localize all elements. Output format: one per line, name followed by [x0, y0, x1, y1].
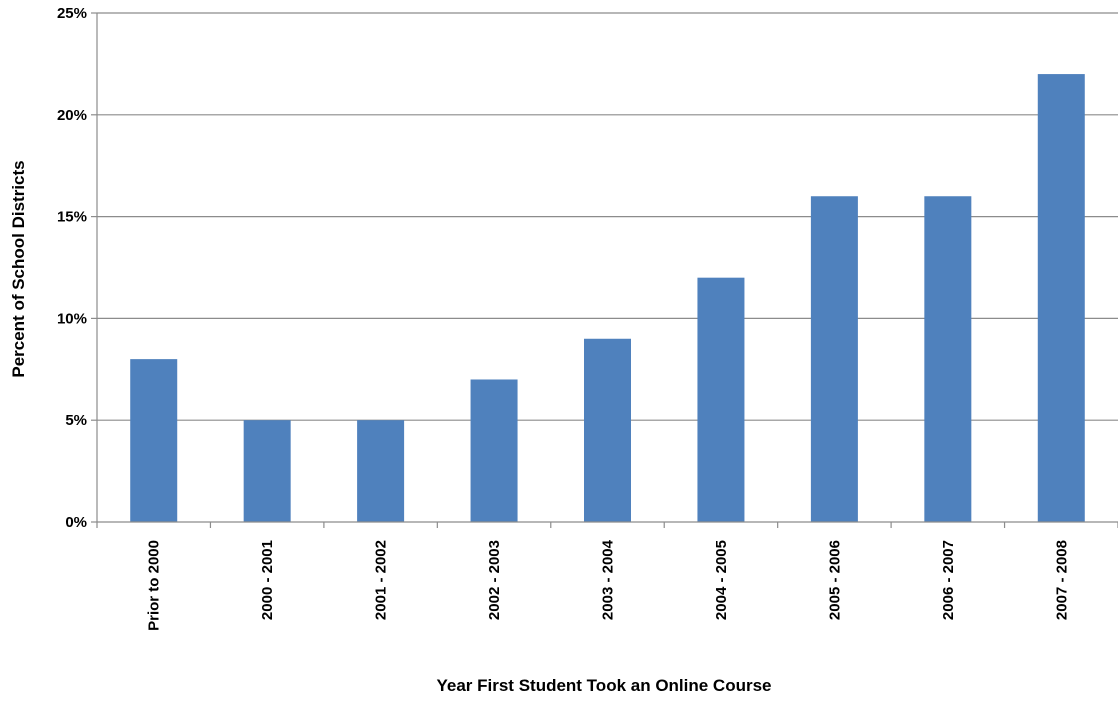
x-tick-label: 2005 - 2006 [826, 540, 843, 620]
bar [470, 379, 518, 522]
x-tick-label: 2003 - 2004 [600, 539, 617, 620]
y-tick-label: 5% [65, 412, 87, 429]
x-tick-label: 2001 - 2002 [373, 540, 390, 620]
x-tick-label: 2004 - 2005 [713, 540, 730, 620]
x-axis-title: Year First Student Took an Online Course [436, 676, 771, 695]
axes [91, 12, 1118, 528]
bar [697, 277, 745, 522]
bar [130, 359, 178, 522]
y-tick-labels: 0% 5% 10% 15% 20% 25% [57, 5, 87, 531]
bar [584, 338, 631, 522]
y-tick-label: 10% [57, 310, 87, 327]
y-axis-title: Percent of School Districts [9, 160, 28, 377]
x-tick-label: 2002 - 2003 [486, 540, 503, 620]
bars [130, 74, 1085, 523]
x-tick-label: 2007 - 2008 [1053, 540, 1070, 620]
y-tick-label: 20% [57, 107, 87, 124]
y-tick-label: 15% [57, 209, 87, 226]
x-tick-labels: Prior to 2000 2000 - 2001 2001 - 2002 2002 … [146, 539, 1071, 631]
x-tick-label: 2000 - 2001 [259, 540, 276, 620]
bar [924, 196, 972, 523]
bar [1037, 74, 1085, 522]
y-tick-label: 25% [57, 5, 87, 22]
bar [357, 420, 405, 522]
x-tick-label: 2006 - 2007 [940, 540, 957, 620]
y-tick-label: 0% [65, 514, 87, 531]
bar [810, 196, 858, 523]
bar [243, 420, 291, 522]
x-tick-label: Prior to 2000 [146, 540, 163, 631]
